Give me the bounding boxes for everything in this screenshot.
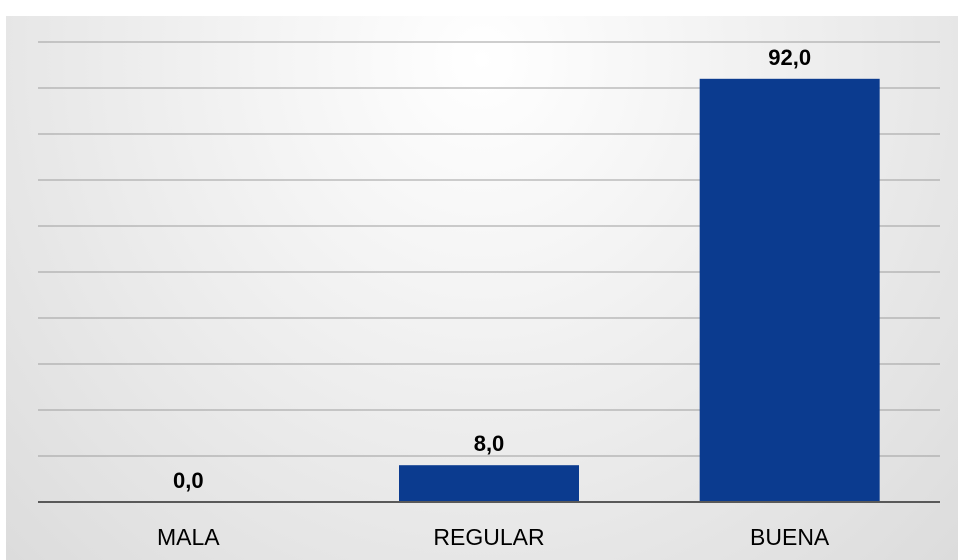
data-labels: 0,0 8,0 92,0 bbox=[173, 45, 811, 493]
category-label-mala: MALA bbox=[157, 524, 220, 550]
data-label-mala: 0,0 bbox=[173, 468, 204, 493]
category-label-regular: REGULAR bbox=[433, 524, 544, 550]
bar-buena bbox=[699, 78, 880, 503]
data-label-buena: 92,0 bbox=[768, 45, 811, 70]
category-tick-labels: MALA REGULAR BUENA bbox=[157, 524, 830, 550]
bar-regular bbox=[399, 465, 579, 502]
bars bbox=[399, 78, 880, 503]
category-label-buena: BUENA bbox=[750, 524, 830, 550]
data-label-regular: 8,0 bbox=[474, 431, 505, 456]
